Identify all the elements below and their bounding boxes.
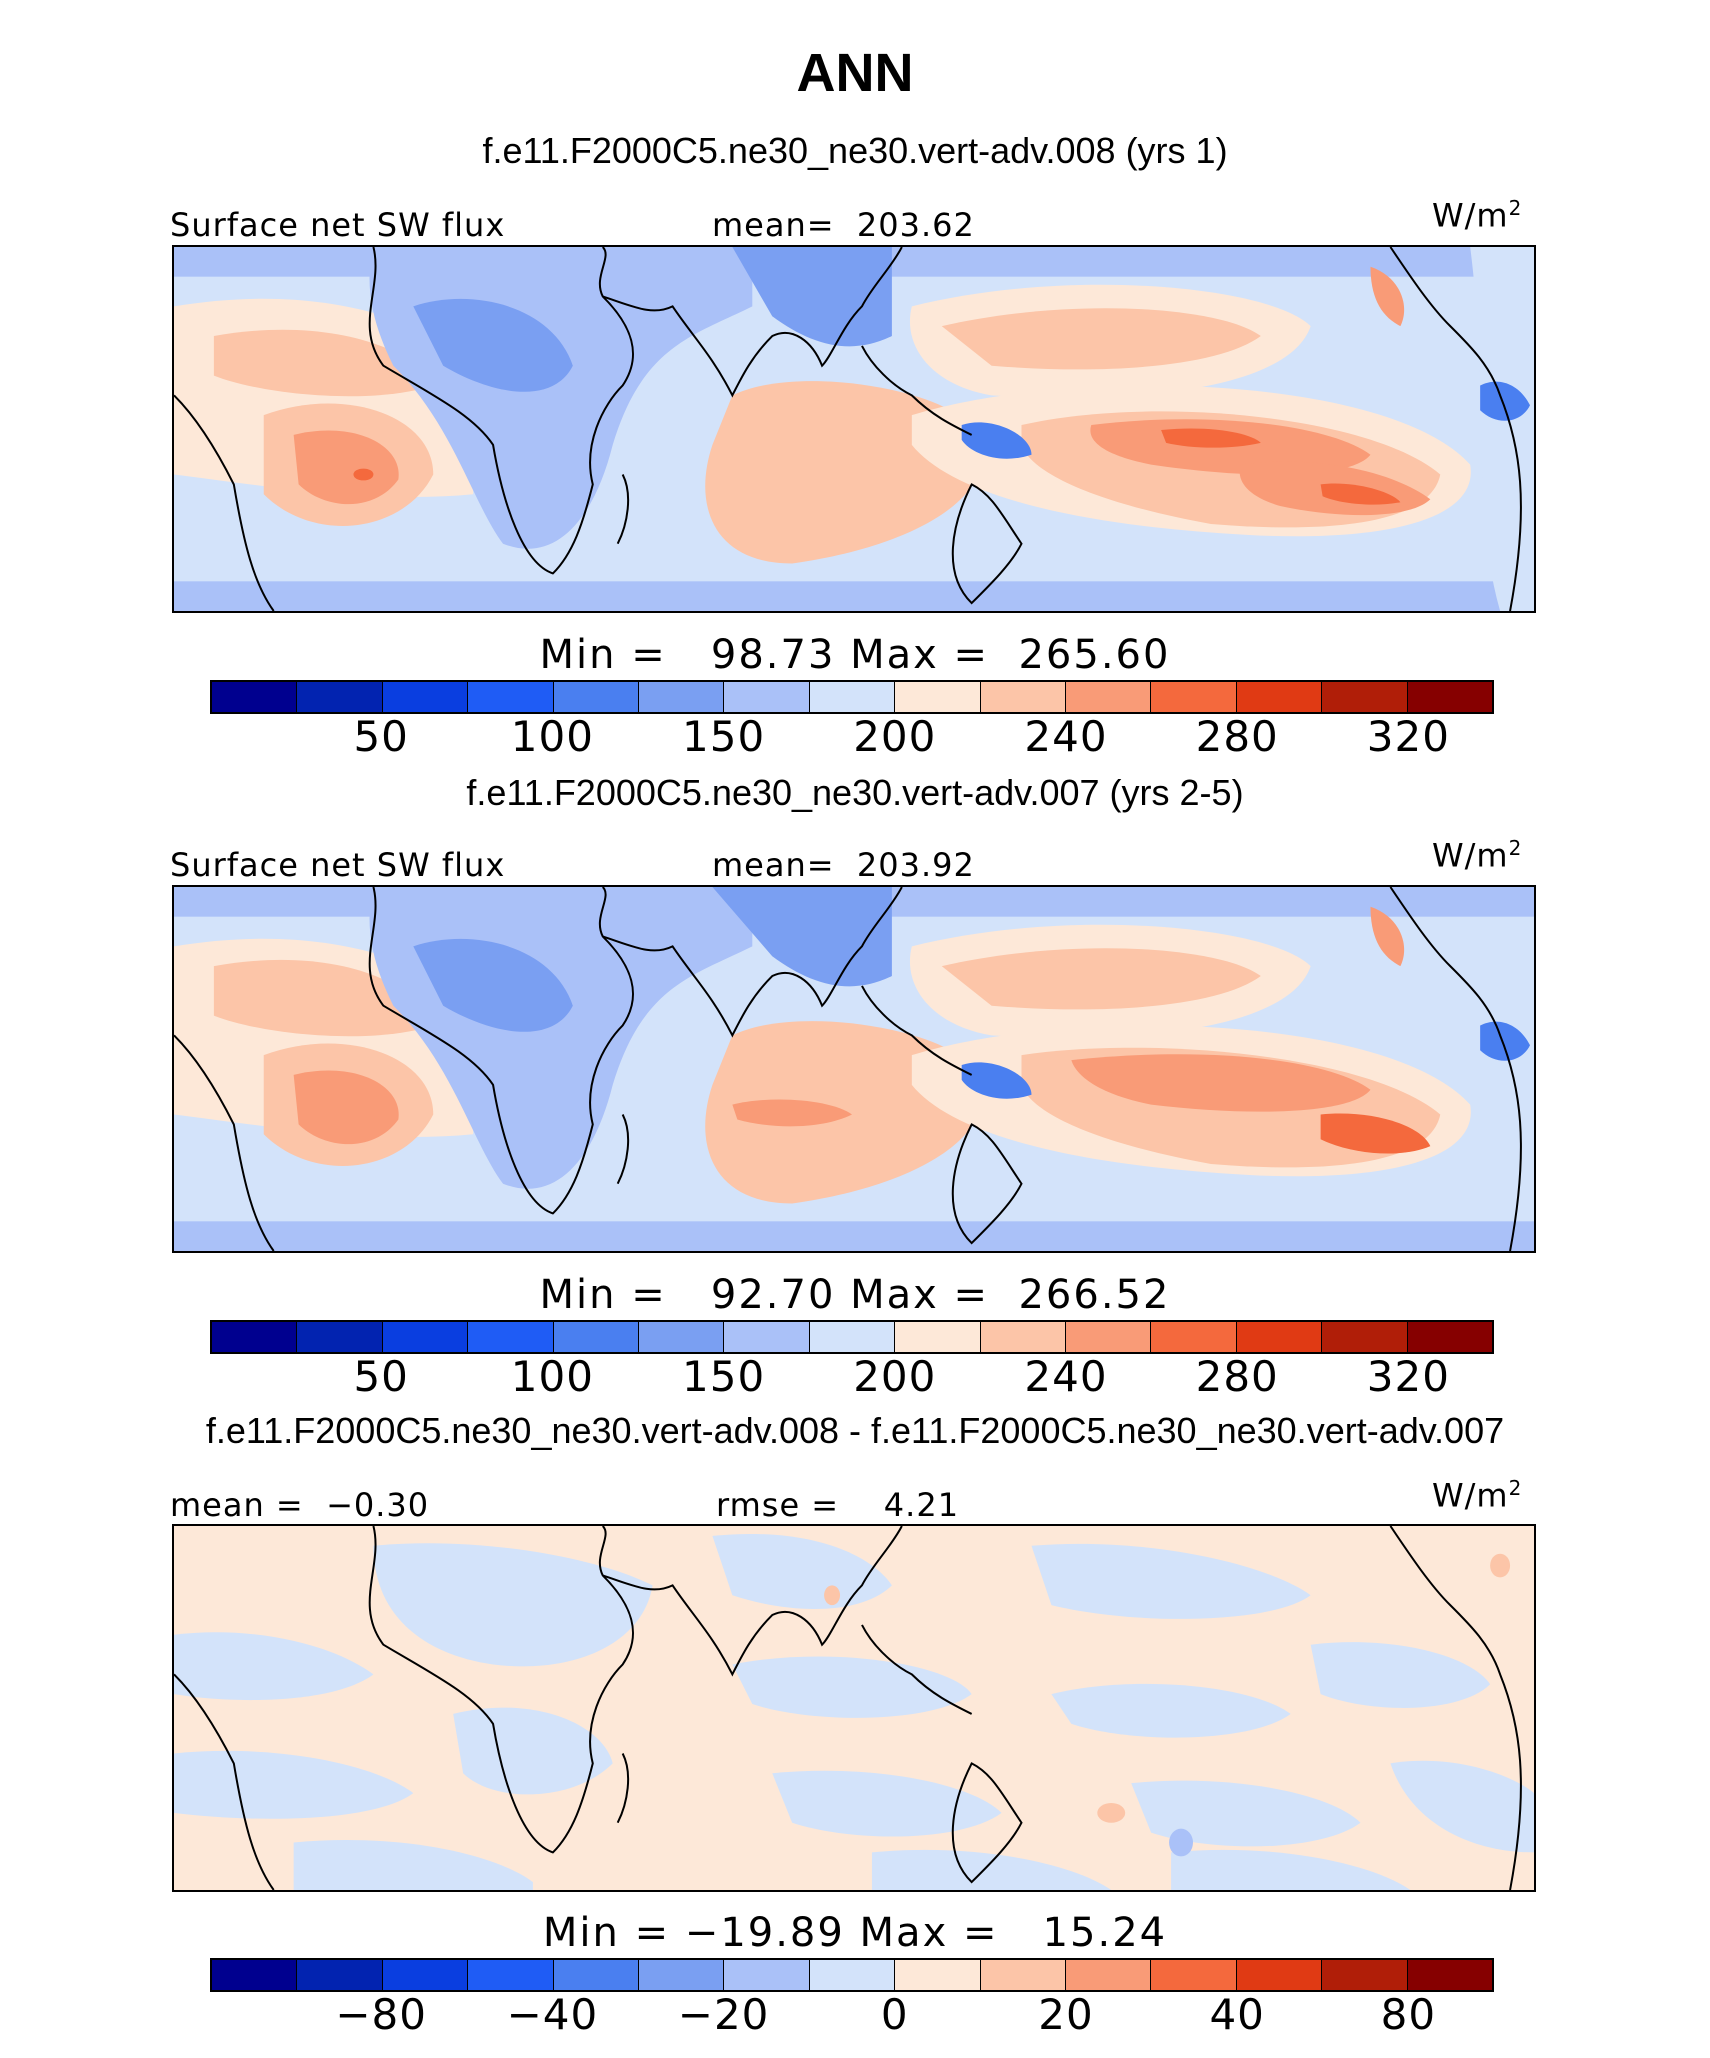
colorbar-box (382, 1960, 469, 1990)
panel-2-mean-label: mean= 203.92 (712, 846, 975, 884)
colorbar-box (1322, 682, 1408, 712)
colorbar-tick-label: 80 (1380, 1990, 1437, 2039)
figure-title: ANN (796, 43, 914, 103)
colorbar-box (1151, 1322, 1237, 1352)
panel-2-contour-field (174, 887, 1534, 1251)
colorbar-box (724, 682, 810, 712)
panel-1-colorbar-ticks: 50 100 150 200 240 280 320 (210, 712, 1494, 761)
colorbar-box (980, 682, 1067, 712)
colorbar-box (1236, 1322, 1323, 1352)
colorbar-tick-label: −40 (506, 1990, 599, 2039)
colorbar-box (1322, 1322, 1408, 1352)
panel-3-min-max: Min = −19.89 Max = 15.24 (542, 1910, 1168, 1956)
colorbar-tick-label: 0 (880, 1990, 909, 2039)
panel-1-colorbar (210, 680, 1494, 714)
colorbar-box (553, 1322, 640, 1352)
colorbar-box (1066, 682, 1152, 712)
colorbar-box (212, 1322, 298, 1352)
panel-1-title: f.e11.F2000C5.ne30_ne30.vert-adv.008 (yr… (482, 130, 1228, 171)
panel-3-units: W/m2 (1432, 1476, 1523, 1515)
colorbar-tick-label: 240 (1024, 1352, 1108, 1401)
colorbar-box (639, 1960, 725, 1990)
panel-3-mean-label: mean = −0.30 (170, 1486, 430, 1524)
colorbar-box (895, 682, 981, 712)
panel-3-map (172, 1524, 1536, 1892)
colorbar-box (1066, 1960, 1152, 1990)
colorbar-box (809, 1960, 896, 1990)
colorbar-box (468, 1322, 554, 1352)
colorbar-tick-label: 320 (1366, 1352, 1450, 1401)
colorbar-box (468, 1960, 554, 1990)
colorbar-box (1322, 1960, 1408, 1990)
colorbar-box (382, 1322, 469, 1352)
panel-1-mean-label: mean= 203.62 (712, 206, 975, 244)
colorbar-box (297, 682, 383, 712)
panel-1-min-max: Min = 98.73 Max = 265.60 (539, 632, 1171, 678)
colorbar-box (639, 1322, 725, 1352)
colorbar-box (297, 1322, 383, 1352)
panel-3-colorbar (210, 1958, 1494, 1992)
colorbar-tick-label: 100 (510, 712, 594, 761)
colorbar-box (639, 682, 725, 712)
colorbar-tick-label: 320 (1366, 712, 1450, 761)
colorbar-box (980, 1960, 1067, 1990)
colorbar-box (809, 1322, 896, 1352)
colorbar-box (297, 1960, 383, 1990)
colorbar-box (895, 1322, 981, 1352)
colorbar-tick-label: 280 (1195, 712, 1279, 761)
colorbar-box (1407, 682, 1493, 712)
colorbar-box (1066, 1322, 1152, 1352)
colorbar-box (724, 1322, 810, 1352)
colorbar-box (724, 1960, 810, 1990)
colorbar-box (809, 682, 896, 712)
panel-3-contour-field (174, 1526, 1534, 1890)
panel-2-colorbar (210, 1320, 1494, 1354)
colorbar-tick-label: 200 (853, 1352, 937, 1401)
colorbar-box (1407, 1960, 1493, 1990)
colorbar-box (895, 1960, 981, 1990)
panel-1-units: W/m2 (1432, 196, 1523, 235)
colorbar-tick-label: 20 (1038, 1990, 1094, 2039)
colorbar-tick-label: −20 (677, 1990, 770, 2039)
panel-2-variable-label: Surface net SW flux (170, 846, 506, 884)
panel-2-title: f.e11.F2000C5.ne30_ne30.vert-adv.007 (yr… (466, 772, 1244, 813)
colorbar-box (980, 1322, 1067, 1352)
colorbar-tick-label: 280 (1195, 1352, 1279, 1401)
colorbar-box (468, 682, 554, 712)
panel-2-colorbar-ticks: 50 100 150 200 240 280 320 (210, 1352, 1494, 1401)
colorbar-box (553, 682, 640, 712)
panel-2-units: W/m2 (1432, 836, 1523, 875)
colorbar-box (1151, 1960, 1237, 1990)
colorbar-tick-label: 200 (853, 712, 937, 761)
colorbar-tick-label: 240 (1024, 712, 1108, 761)
panel-3-colorbar-ticks: −80 −40 −20 0 20 40 80 (210, 1990, 1494, 2039)
panel-1-contour-field (174, 247, 1534, 611)
colorbar-box (212, 682, 298, 712)
panel-1-map (172, 245, 1536, 613)
panel-1-variable-label: Surface net SW flux (170, 206, 506, 244)
panel-3-rmse-label: rmse = 4.21 (716, 1486, 960, 1524)
colorbar-box (553, 1960, 640, 1990)
panel-3-title: f.e11.F2000C5.ne30_ne30.vert-adv.008 - f… (205, 1410, 1505, 1451)
colorbar-tick-label: 100 (510, 1352, 594, 1401)
colorbar-box (382, 682, 469, 712)
colorbar-box (1407, 1322, 1493, 1352)
colorbar-tick-label: 150 (682, 712, 766, 761)
colorbar-box (1236, 682, 1323, 712)
colorbar-tick-label: 40 (1209, 1990, 1265, 2039)
colorbar-box (1151, 682, 1237, 712)
colorbar-tick-label: 50 (353, 712, 409, 761)
panel-2-min-max: Min = 92.70 Max = 266.52 (539, 1272, 1171, 1318)
colorbar-box (1236, 1960, 1323, 1990)
colorbar-tick-label: 150 (682, 1352, 766, 1401)
colorbar-box (212, 1960, 298, 1990)
panel-2-map (172, 885, 1536, 1253)
colorbar-tick-label: 50 (353, 1352, 409, 1401)
colorbar-tick-label: −80 (335, 1990, 428, 2039)
